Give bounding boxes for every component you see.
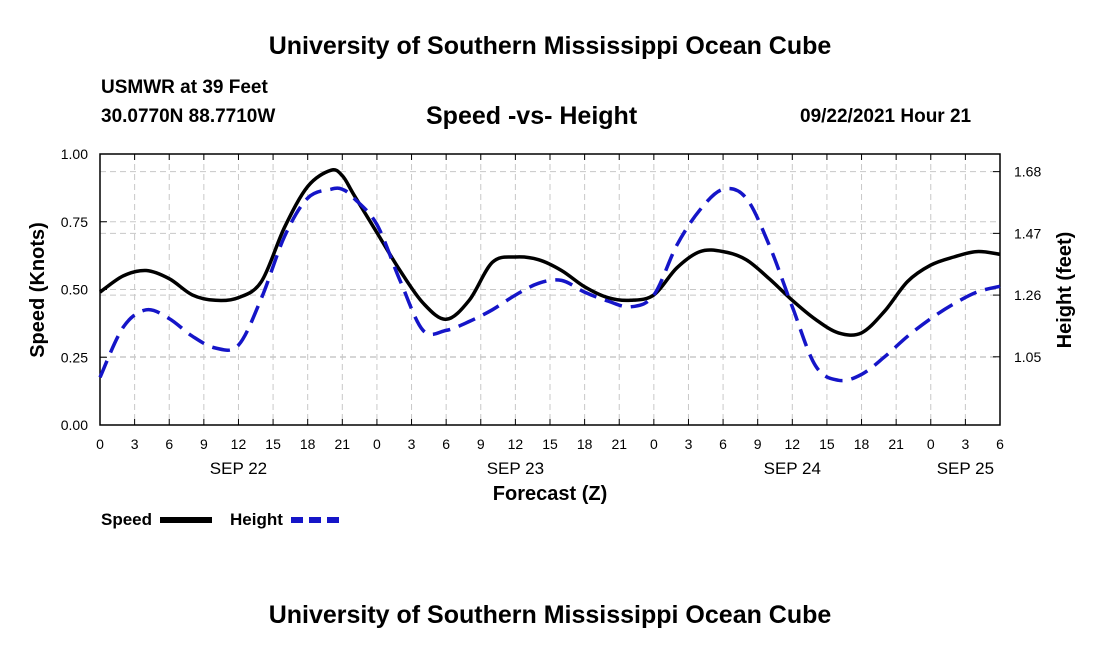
x-tick-label: 18	[577, 436, 593, 452]
x-tick-label: 15	[819, 436, 835, 452]
timestamp-label: 09/22/2021 Hour 21	[800, 106, 972, 127]
x-tick-label: 15	[265, 436, 281, 452]
y-left-tick-label: 0.25	[61, 349, 88, 365]
x-tick-label: 0	[373, 436, 381, 452]
x-tick-label: 9	[754, 436, 762, 452]
legend-label-speed: Speed	[101, 510, 152, 529]
x-tick-label: 6	[165, 436, 173, 452]
x-tick-label: 3	[961, 436, 969, 452]
x-tick-label: 0	[650, 436, 658, 452]
chart-title: Speed -vs- Height	[426, 102, 638, 130]
y-left-axis-title: Speed (Knots)	[27, 222, 49, 358]
x-tick-label: 3	[685, 436, 693, 452]
y-right-tick-label: 1.47	[1014, 225, 1041, 241]
x-date-label: SEP 24	[764, 459, 821, 478]
x-tick-label: 6	[719, 436, 727, 452]
x-tick-label: 3	[408, 436, 416, 452]
series-line-height	[98, 186, 1001, 383]
y-left-tick-label: 0.50	[61, 282, 88, 298]
legend-label-height: Height	[230, 510, 283, 529]
y-left-tick-label: 1.00	[61, 146, 88, 162]
x-tick-label: 9	[200, 436, 208, 452]
y-right-tick-label: 1.26	[1014, 287, 1041, 303]
x-tick-label: 15	[542, 436, 558, 452]
x-tick-label: 18	[854, 436, 870, 452]
x-tick-label: 18	[300, 436, 316, 452]
x-tick-label: 12	[231, 436, 247, 452]
x-tick-label: 6	[442, 436, 450, 452]
x-tick-label: 21	[888, 436, 904, 452]
coordinates-label: 30.0770N 88.7710W	[101, 106, 276, 127]
x-date-label: SEP 23	[487, 459, 544, 478]
x-date-label: SEP 22	[210, 459, 267, 478]
station-label: USMWR at 39 Feet	[101, 77, 268, 98]
x-axis-title: Forecast (Z)	[493, 483, 607, 505]
x-tick-label: 0	[927, 436, 935, 452]
y-right-tick-label: 1.05	[1014, 349, 1041, 365]
page-title-top: University of Southern Mississippi Ocean…	[268, 32, 832, 60]
x-tick-label: 6	[996, 436, 1004, 452]
series-line-speed	[98, 168, 1001, 337]
y-left-tick-label: 0.75	[61, 214, 88, 230]
x-date-label: SEP 25	[937, 459, 994, 478]
y-right-axis-title: Height (feet)	[1054, 232, 1076, 349]
x-tick-label: 0	[96, 436, 104, 452]
x-tick-label: 21	[611, 436, 627, 452]
x-tick-label: 21	[335, 436, 351, 452]
x-tick-label: 9	[477, 436, 485, 452]
x-tick-label: 12	[785, 436, 801, 452]
y-right-tick-label: 1.68	[1014, 164, 1041, 180]
page-title-bottom: University of Southern Mississippi Ocean…	[268, 601, 832, 629]
x-tick-label: 12	[508, 436, 524, 452]
x-tick-label: 3	[131, 436, 139, 452]
y-left-tick-label: 0.00	[61, 417, 88, 433]
